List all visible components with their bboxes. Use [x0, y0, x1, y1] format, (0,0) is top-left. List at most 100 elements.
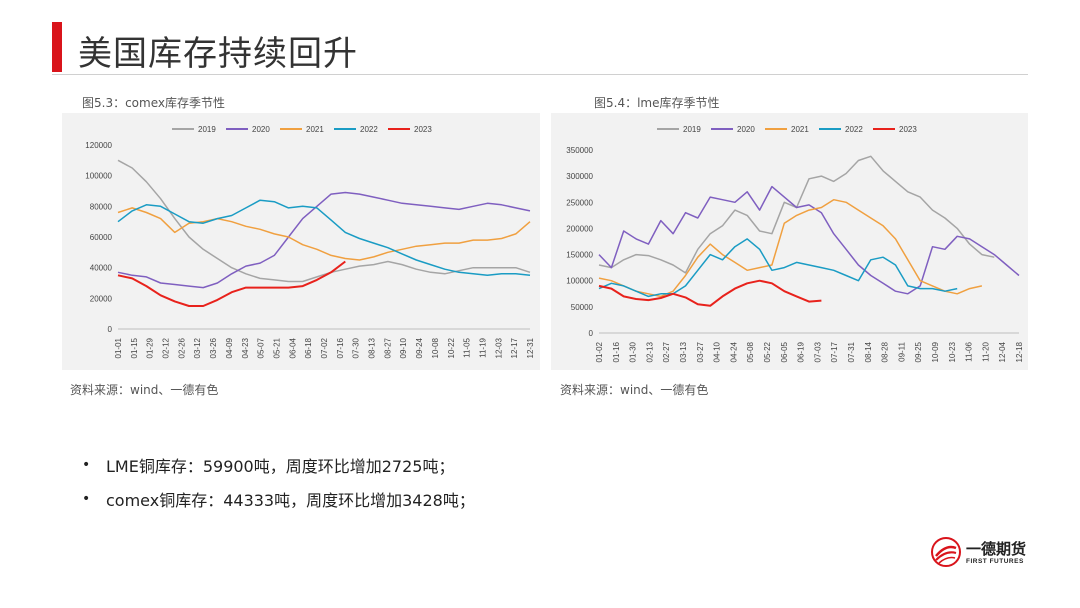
- y-axis: 0 50000 100000 150000 200000 250000 300000 3500…: [566, 146, 593, 338]
- company-logo: 一德期货 FIRST FUTURES: [930, 536, 1040, 578]
- logo-chinese-name: 一德期货: [966, 540, 1027, 558]
- bullet-dot-icon: •: [82, 491, 91, 507]
- y-tick-label: 100000: [85, 172, 112, 181]
- bullet-dot-icon: •: [82, 457, 91, 473]
- x-tick-label: 05-21: [272, 337, 281, 358]
- x-tick-label: 10-23: [948, 341, 957, 362]
- y-tick-label: 50000: [571, 303, 594, 312]
- series-line-2020: [598, 185, 1020, 295]
- legend-label: 2023: [899, 125, 917, 134]
- x-axis: 01-02 01-16 01-30 02-13 02-27 03-13 03-27 04-10…: [595, 341, 1024, 362]
- y-tick-label: 80000: [90, 202, 113, 211]
- series-line-2022: [117, 199, 531, 277]
- x-tick-label: 03-26: [209, 337, 218, 358]
- x-tick-label: 10-09: [931, 341, 940, 362]
- x-tick-label: 09-25: [914, 341, 923, 362]
- figure-caption-comex: 图5.3：comex库存季节性: [82, 96, 225, 110]
- series-line-2019: [117, 159, 531, 283]
- source-note-lme: 资料来源：wind、一德有色: [560, 383, 709, 397]
- x-tick-label: 08-14: [864, 341, 873, 362]
- x-tick-label: 05-07: [257, 337, 266, 358]
- legend-item-2022: 2022: [819, 125, 863, 134]
- x-tick-label: 12-03: [494, 337, 503, 358]
- x-tick-label: 07-31: [847, 341, 856, 362]
- legend-label: 2019: [198, 125, 216, 134]
- x-tick-label: 11-05: [463, 337, 472, 357]
- x-tick-label: 09-11: [897, 341, 906, 361]
- x-tick-label: 05-22: [763, 341, 772, 362]
- x-tick-label: 04-23: [241, 337, 250, 358]
- series-line-2021: [598, 198, 983, 298]
- x-tick-label: 05-08: [746, 341, 755, 362]
- x-tick-label: 10-22: [447, 337, 456, 358]
- title-divider: [52, 74, 1028, 75]
- y-tick-label: 0: [108, 325, 113, 334]
- x-tick-label: 11-19: [478, 337, 487, 357]
- title-accent-bar: [52, 22, 62, 72]
- x-tick-label: 02-26: [177, 337, 186, 358]
- x-tick-label: 04-09: [225, 337, 234, 358]
- legend-label: 2020: [737, 125, 755, 134]
- series-line-2023: [117, 260, 346, 307]
- x-tick-label: 12-04: [998, 341, 1007, 362]
- page-title: 美国库存持续回升: [78, 34, 358, 74]
- x-tick-label: 08-27: [383, 337, 392, 358]
- x-tick-label: 01-02: [595, 341, 604, 362]
- y-tick-label: 60000: [90, 233, 113, 242]
- x-tick-label: 08-13: [368, 337, 377, 358]
- x-tick-label: 07-16: [336, 337, 345, 358]
- comex-seasonality-chart: 2019 2020 2021 2022 2023 0 20000 40000 60000 8000…: [85, 125, 535, 358]
- x-tick-label: 12-31: [526, 337, 535, 358]
- y-tick-label: 150000: [566, 251, 593, 260]
- legend-item-2022: 2022: [334, 125, 378, 134]
- x-tick-label: 01-16: [612, 341, 621, 362]
- x-tick-label: 08-28: [881, 341, 890, 362]
- x-tick-label: 02-27: [662, 341, 671, 362]
- x-tick-label: 06-18: [304, 337, 313, 358]
- figure-caption-lme: 图5.4：lme库存季节性: [594, 96, 720, 110]
- bullet-list: • LME铜库存：59900吨，周度环比增加2725吨； • comex铜库存：…: [82, 448, 475, 516]
- series-line-2023: [598, 279, 822, 307]
- chart-legend: 2019 2020 2021 2022 2023: [657, 125, 917, 134]
- legend-item-2023: 2023: [388, 125, 432, 134]
- x-tick-label: 01-15: [130, 337, 139, 358]
- bullet-text: comex铜库存：44333吨，周度环比增加3428吨；: [106, 491, 475, 510]
- x-tick-label: 01-29: [146, 337, 155, 358]
- x-tick-label: 06-19: [797, 341, 806, 362]
- series-line-2021: [117, 207, 531, 261]
- bullet-item: • comex铜库存：44333吨，周度环比增加3428吨；: [82, 482, 475, 516]
- y-tick-label: 300000: [566, 172, 593, 181]
- x-tick-label: 01-30: [629, 341, 638, 362]
- legend-item-2021: 2021: [280, 125, 324, 134]
- first-futures-logo-icon: [931, 537, 961, 567]
- logo-english-name: FIRST FUTURES: [966, 558, 1024, 565]
- lme-seasonality-chart: 2019 2020 2021 2022 2023 0 50000 100000 150000 20…: [566, 125, 1024, 362]
- bullet-text: LME铜库存：59900吨，周度环比增加2725吨；: [106, 457, 455, 476]
- y-tick-label: 200000: [566, 224, 593, 233]
- series-line-2020: [117, 191, 531, 289]
- y-tick-label: 100000: [566, 277, 593, 286]
- bullet-item: • LME铜库存：59900吨，周度环比增加2725吨；: [82, 448, 475, 482]
- source-note-comex: 资料来源：wind、一德有色: [70, 383, 219, 397]
- legend-label: 2022: [360, 125, 378, 134]
- x-tick-label: 01-01: [114, 337, 123, 358]
- x-tick-label: 04-10: [713, 341, 722, 362]
- legend-item-2020: 2020: [711, 125, 755, 134]
- x-tick-label: 06-04: [288, 337, 297, 358]
- legend-label: 2022: [845, 125, 863, 134]
- x-tick-label: 03-12: [193, 337, 202, 358]
- legend-label: 2023: [414, 125, 432, 134]
- x-tick-label: 03-13: [679, 341, 688, 362]
- chart-panel-comex: 2019 2020 2021 2022 2023 0 20000 40000 60000 8000…: [62, 113, 540, 370]
- x-tick-label: 12-17: [510, 337, 519, 358]
- x-tick-label: 03-27: [696, 341, 705, 362]
- x-tick-label: 07-03: [813, 341, 822, 362]
- legend-label: 2019: [683, 125, 701, 134]
- x-tick-label: 04-24: [729, 341, 738, 362]
- x-tick-label: 06-05: [780, 341, 789, 362]
- x-axis: 01-01 01-15 01-29 02-12 02-26 03-12 03-26 04-09…: [114, 337, 535, 358]
- x-tick-label: 09-10: [399, 337, 408, 358]
- legend-label: 2021: [791, 125, 809, 134]
- x-tick-label: 02-13: [645, 341, 654, 362]
- y-tick-label: 0: [589, 329, 594, 338]
